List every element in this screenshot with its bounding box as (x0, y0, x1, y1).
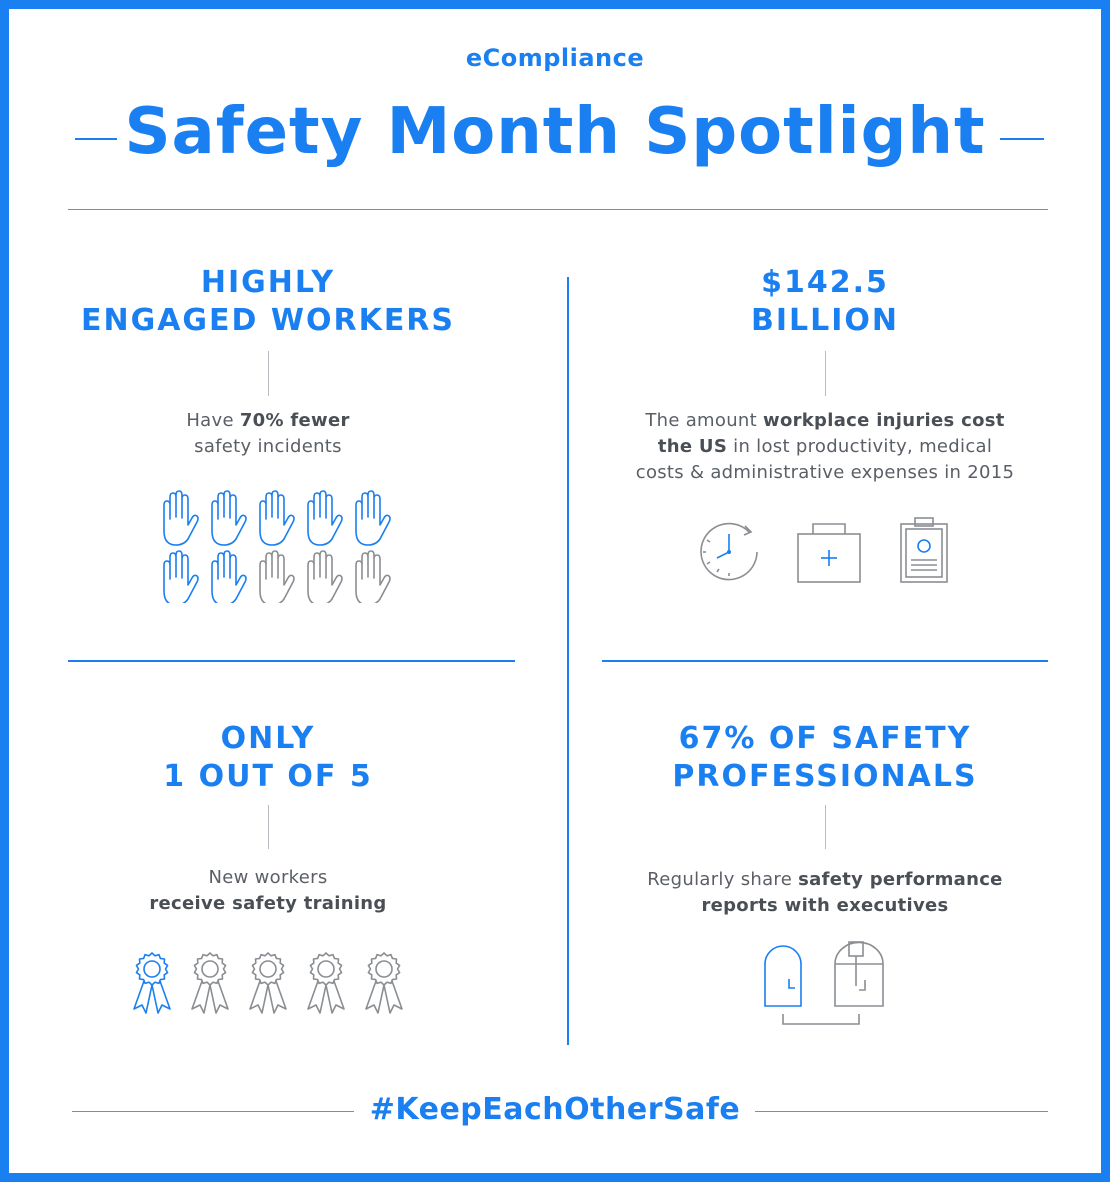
text-fragment: Have (186, 410, 240, 431)
text-fragment: The amount (645, 410, 764, 431)
text-fragment: safety incidents (194, 436, 342, 457)
connector-tick (268, 351, 269, 396)
heading-line: ONLY (220, 721, 316, 756)
brand-logo: eCompliance (465, 44, 645, 72)
award-ribbon-icon (249, 952, 287, 1014)
center-divider (567, 277, 569, 1045)
hand-icon (355, 490, 391, 546)
reporting-icons (764, 941, 884, 1025)
ribbon-icon-row (133, 952, 403, 1014)
footer-line-left (72, 1111, 354, 1112)
executive-icon (834, 941, 884, 1007)
title-dash-right (1000, 138, 1044, 140)
row-divider-left (68, 660, 515, 662)
stat-heading-engaged-workers: HIGHLY ENGAGED WORKERS (68, 264, 468, 340)
hand-icon (163, 550, 199, 603)
stat-text-professionals: Regularly share safety performance repor… (605, 867, 1045, 919)
stat-heading-cost: $142.5 BILLION (625, 264, 1025, 340)
cost-icons (700, 517, 948, 583)
text-fragment: Regularly share (647, 869, 799, 890)
heading-line: $142.5 (761, 265, 889, 300)
hand-icon (355, 550, 391, 603)
connector-tick (268, 805, 269, 849)
hand-icon-grid (163, 490, 391, 603)
clock-icon (700, 522, 758, 581)
heading-line: PROFESSIONALS (672, 759, 978, 794)
text-fragment: costs & administrative expenses in 2015 (635, 462, 1015, 483)
stat-heading-professionals: 67% OF SAFETY PROFESSIONALS (605, 720, 1045, 796)
text-fragment: New workers (208, 867, 328, 888)
connector-tick (825, 805, 826, 849)
text-bold: receive safety training (149, 893, 387, 914)
heading-line: 1 OUT OF 5 (163, 759, 373, 794)
footer-line-right (755, 1111, 1048, 1112)
hand-icon (307, 550, 343, 603)
clipboard-icon (900, 517, 948, 583)
title-dash-left (75, 138, 117, 140)
text-bold: 70% fewer (239, 410, 350, 431)
award-ribbon-icon (365, 952, 403, 1014)
heading-line: 67% OF SAFETY (678, 721, 972, 756)
hand-icon (259, 490, 295, 546)
person-icon (764, 945, 802, 1007)
heading-line: HIGHLY (200, 265, 336, 300)
award-ribbon-icon (191, 952, 229, 1014)
text-bold: safety performance (798, 869, 1003, 890)
stat-text-new-workers: New workers receive safety training (68, 865, 468, 917)
stat-text-engaged-workers: Have 70% fewer safety incidents (68, 408, 468, 460)
heading-line: BILLION (750, 303, 900, 338)
hand-icon (211, 490, 247, 546)
text-bold: the US (657, 436, 728, 457)
connector-tick (825, 351, 826, 396)
first-aid-kit-icon (797, 523, 861, 583)
heading-line: ENGAGED WORKERS (80, 303, 456, 338)
text-bold: workplace injuries cost (763, 410, 1005, 431)
connector-bracket (782, 1014, 860, 1025)
page-title: Safety Month Spotlight (124, 95, 986, 169)
row-divider-right (602, 660, 1048, 662)
hand-icon (259, 550, 295, 603)
award-ribbon-icon (133, 952, 171, 1014)
stat-text-cost: The amount workplace injuries cost the U… (605, 408, 1045, 486)
hashtag-footer: #KeepEachOtherSafe (369, 1092, 741, 1127)
text-fragment: in lost productivity, medical (727, 436, 993, 457)
award-ribbon-icon (307, 952, 345, 1014)
hand-icon (163, 490, 199, 546)
stat-heading-new-workers: ONLY 1 OUT OF 5 (68, 720, 468, 796)
hand-icon (211, 550, 247, 603)
header-divider (68, 209, 1048, 210)
text-bold: reports with executives (701, 895, 949, 916)
hand-icon (307, 490, 343, 546)
